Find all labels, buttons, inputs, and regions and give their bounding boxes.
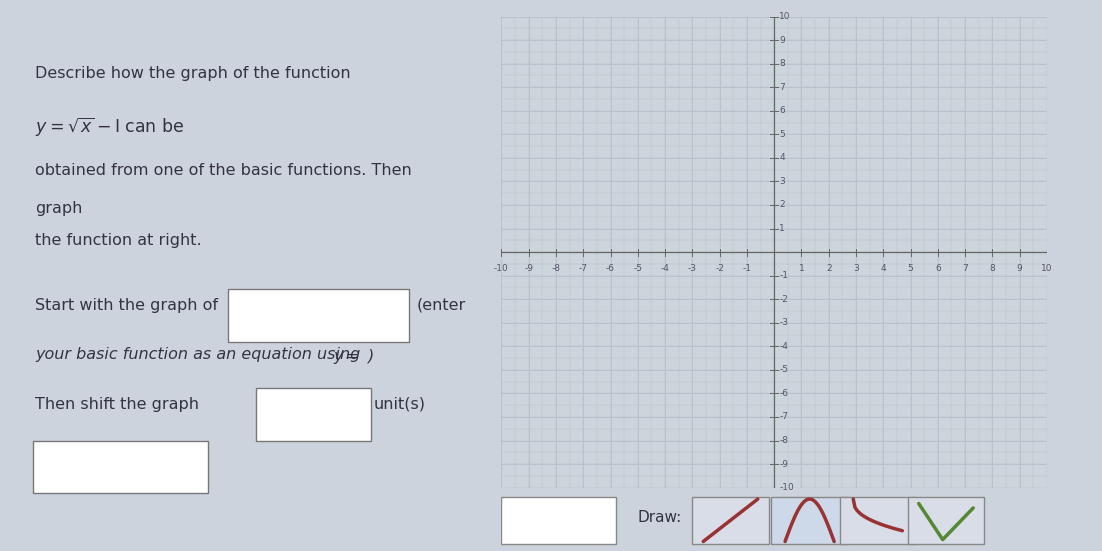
Text: Then shift the graph: Then shift the graph — [35, 397, 199, 412]
Text: 4: 4 — [779, 153, 785, 163]
Text: -5: -5 — [779, 365, 788, 374]
Text: Start with the graph of: Start with the graph of — [35, 298, 218, 312]
Text: 1: 1 — [799, 264, 804, 273]
Text: 6: 6 — [934, 264, 941, 273]
Text: 7: 7 — [962, 264, 968, 273]
Text: -9: -9 — [779, 460, 788, 468]
Text: -6: -6 — [779, 389, 788, 398]
FancyBboxPatch shape — [840, 497, 916, 544]
Text: $y = $ ): $y = $ ) — [334, 347, 375, 366]
Text: 2: 2 — [825, 264, 832, 273]
Text: 3: 3 — [853, 264, 858, 273]
Text: graph: graph — [35, 201, 83, 216]
Text: obtained from one of the basic functions. Then: obtained from one of the basic functions… — [35, 163, 412, 177]
FancyBboxPatch shape — [908, 497, 984, 544]
FancyBboxPatch shape — [228, 289, 409, 342]
Text: (enter: (enter — [417, 298, 465, 312]
Text: to the right: to the right — [51, 452, 132, 467]
Text: -1: -1 — [779, 271, 788, 280]
Text: -7: -7 — [779, 413, 788, 422]
Text: ▾: ▾ — [188, 453, 195, 467]
FancyBboxPatch shape — [501, 497, 616, 544]
Text: -8: -8 — [551, 264, 561, 273]
Text: Describe how the graph of the function: Describe how the graph of the function — [35, 66, 350, 81]
Text: 1: 1 — [779, 224, 785, 233]
Text: -3: -3 — [688, 264, 696, 273]
Text: -2: -2 — [715, 264, 724, 273]
Text: -4: -4 — [779, 342, 788, 351]
Text: 5: 5 — [779, 130, 785, 139]
Text: 10: 10 — [779, 12, 790, 21]
Text: -4: -4 — [660, 264, 670, 273]
Text: 8: 8 — [779, 59, 785, 68]
Text: the function at right.: the function at right. — [35, 233, 202, 247]
Text: 4: 4 — [880, 264, 886, 273]
Text: 10: 10 — [1041, 264, 1052, 273]
Text: 6: 6 — [779, 106, 785, 115]
Text: 9: 9 — [1017, 264, 1023, 273]
Text: your basic function as an equation using: your basic function as an equation using — [35, 347, 366, 362]
Text: -10: -10 — [494, 264, 509, 273]
FancyBboxPatch shape — [256, 388, 371, 441]
Text: $y = \sqrt{x} - \mathrm{I}$ can be: $y = \sqrt{x} - \mathrm{I}$ can be — [35, 116, 184, 139]
Text: -9: -9 — [525, 264, 533, 273]
Text: Draw:: Draw: — [638, 510, 682, 525]
Text: -5: -5 — [634, 264, 642, 273]
Text: 3: 3 — [779, 177, 785, 186]
Text: 8: 8 — [990, 264, 995, 273]
Text: 9: 9 — [779, 36, 785, 45]
Text: -7: -7 — [579, 264, 587, 273]
Text: unit(s): unit(s) — [374, 397, 425, 412]
Text: -8: -8 — [779, 436, 788, 445]
Text: Clear All: Clear All — [527, 510, 591, 525]
FancyBboxPatch shape — [771, 497, 847, 544]
Text: 7: 7 — [779, 83, 785, 91]
Text: -6: -6 — [606, 264, 615, 273]
FancyBboxPatch shape — [692, 497, 769, 544]
Text: 2: 2 — [779, 201, 785, 209]
Text: 5: 5 — [908, 264, 914, 273]
Text: -10: -10 — [779, 483, 793, 492]
Text: -1: -1 — [743, 264, 752, 273]
FancyBboxPatch shape — [33, 441, 208, 493]
Text: -3: -3 — [779, 318, 788, 327]
Text: -2: -2 — [779, 295, 788, 304]
